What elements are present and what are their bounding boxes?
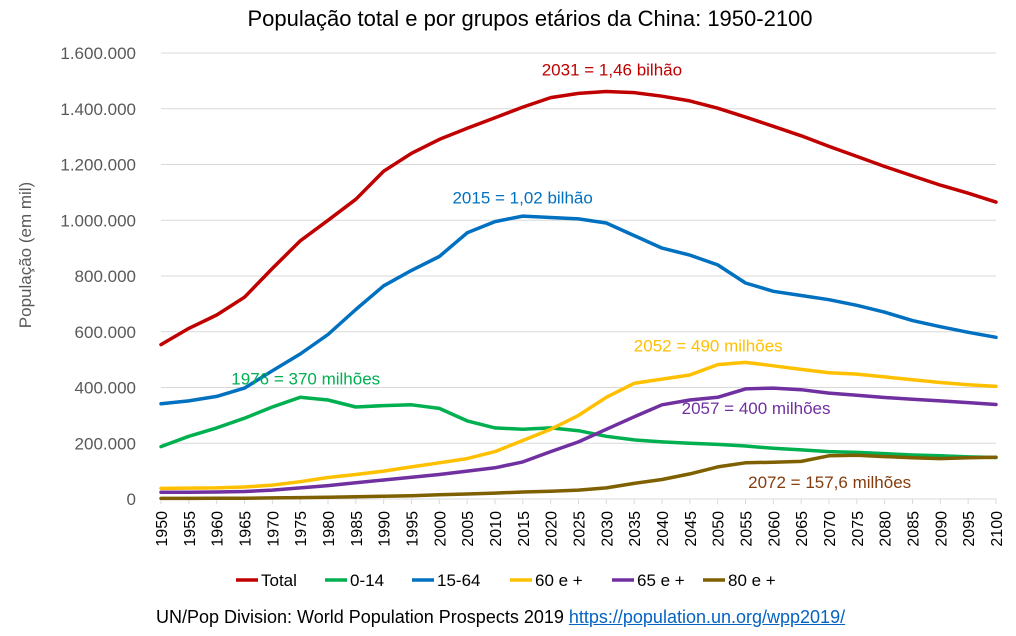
series-line-2 (159, 214, 998, 406)
y-tick-label: 0 (127, 490, 136, 509)
x-tick-label: 2055 (739, 511, 756, 547)
legend: Total 0-14 15-64 60 e + 65 e + 80 e + (236, 571, 776, 590)
x-tick-label: 2095 (961, 511, 978, 547)
annotation-2: 1976 = 370 milhões (231, 370, 380, 389)
annotation-1: 2015 = 1,02 bilhão (452, 189, 592, 208)
legend-label: 65 e + (637, 571, 685, 590)
x-tick-label: 1975 (293, 511, 310, 547)
series-line-0 (159, 89, 998, 347)
x-tick-label: 2040 (655, 511, 672, 547)
chart-title: População total e por grupos etários da … (247, 6, 812, 31)
x-tick-label: 1970 (265, 511, 282, 547)
x-tick-label: 2100 (989, 511, 1006, 547)
x-axis-ticks: 1950 1955 1960 1965 1970 1975 1980 1985 1990 1995… (154, 499, 1006, 547)
x-tick-label: 1985 (349, 511, 366, 547)
x-tick-label: 2000 (432, 511, 449, 547)
legend-label: Total (261, 571, 297, 590)
x-tick-label: 1960 (210, 511, 227, 547)
x-tick-label: 2070 (822, 511, 839, 547)
y-tick-label: 400.000 (75, 379, 136, 398)
legend-label: 80 e + (728, 571, 776, 590)
annotation-3: 2052 = 490 milhões (634, 336, 783, 355)
x-tick-label: 1955 (182, 511, 199, 547)
y-tick-label: 200.000 (75, 434, 136, 453)
source-text: UN/Pop Division: World Population Prospe… (156, 607, 569, 627)
x-tick-label: 2085 (906, 511, 923, 547)
y-tick-label: 800.000 (75, 267, 136, 286)
series-line-5 (159, 453, 998, 501)
x-tick-label: 2090 (933, 511, 950, 547)
legend-label: 60 e + (535, 571, 583, 590)
series-line-4 (159, 386, 998, 495)
annotations: 2031 = 1,46 bilhão 2015 = 1,02 bilhão 1976… (231, 60, 911, 492)
x-tick-label: 2075 (850, 511, 867, 547)
x-tick-label: 2035 (627, 511, 644, 547)
annotation-4: 2057 = 400 milhões (682, 399, 831, 418)
x-tick-label: 2065 (794, 511, 811, 547)
x-tick-label: 1965 (238, 511, 255, 547)
x-tick-label: 1950 (154, 511, 171, 547)
series-line-3 (159, 360, 998, 491)
y-axis-label: População (em mil) (16, 182, 35, 328)
x-tick-label: 2025 (572, 511, 589, 547)
y-tick-label: 1.000.000 (60, 211, 136, 230)
legend-label: 15-64 (437, 571, 480, 590)
x-tick-label: 2050 (711, 511, 728, 547)
x-tick-label: 2060 (766, 511, 783, 547)
annotation-0: 2031 = 1,46 bilhão (542, 60, 682, 79)
series-line-1 (159, 395, 998, 460)
x-tick-label: 2015 (516, 511, 533, 547)
x-tick-label: 2010 (488, 511, 505, 547)
y-axis-ticks: 0 200.000 400.000 600.000 800.000 1.000.000 1.… (60, 44, 136, 509)
y-tick-label: 1.600.000 (60, 44, 136, 63)
y-tick-label: 1.200.000 (60, 156, 136, 175)
x-tick-label: 1980 (321, 511, 338, 547)
x-tick-label: 2045 (683, 511, 700, 547)
x-tick-label: 1995 (405, 511, 422, 547)
legend-label: 0-14 (350, 571, 384, 590)
source-link[interactable]: https://population.un.org/wpp2019/ (568, 607, 846, 627)
x-tick-label: 2020 (544, 511, 561, 547)
y-tick-label: 1.400.000 (60, 100, 136, 119)
x-tick-label: 1990 (377, 511, 394, 547)
y-tick-label: 600.000 (75, 323, 136, 342)
annotation-5: 2072 = 157,6 milhões (748, 473, 911, 492)
x-tick-label: 2030 (599, 511, 616, 547)
source-note: UN/Pop Division: World Population Prospe… (156, 607, 845, 628)
series-lines (159, 89, 998, 501)
x-tick-label: 2080 (878, 511, 895, 547)
x-tick-label: 2005 (460, 511, 477, 547)
